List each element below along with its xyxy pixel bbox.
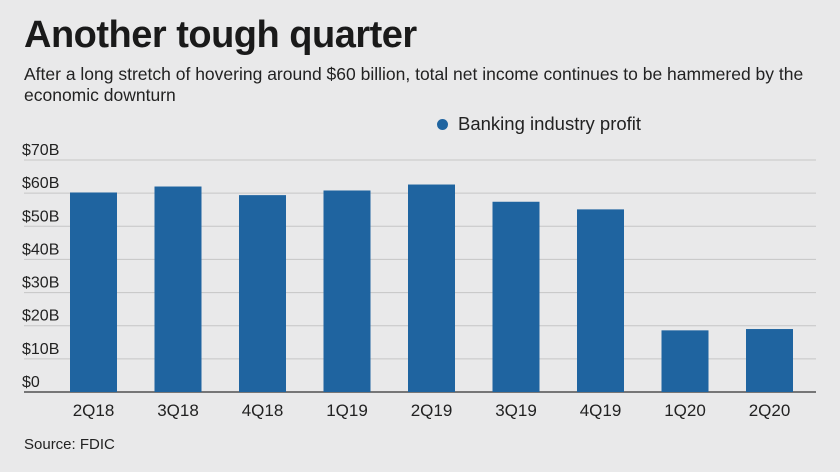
y-tick-label: $20B bbox=[22, 308, 59, 325]
bar-4q18 bbox=[239, 195, 286, 392]
bar-3q19 bbox=[492, 201, 540, 392]
bars bbox=[70, 184, 793, 392]
y-tick-label: $0 bbox=[22, 374, 40, 391]
x-tick-label: 2Q19 bbox=[411, 401, 453, 420]
legend-swatch bbox=[437, 118, 448, 130]
y-tick-label: $30B bbox=[22, 275, 59, 292]
x-tick-label: 1Q19 bbox=[326, 401, 368, 420]
source-note: Source: FDIC bbox=[24, 436, 115, 453]
y-tick-label: $70B bbox=[22, 142, 59, 159]
x-tick-label: 2Q18 bbox=[73, 401, 115, 420]
y-axis-tick-labels: $0 $10B $20B $30B $40B $50B $60B $70B bbox=[22, 142, 59, 391]
chart-title: Another tough quarter bbox=[24, 14, 417, 56]
bar-1q19 bbox=[323, 190, 371, 392]
chart-subtitle: After a long stretch of hovering around … bbox=[24, 64, 804, 105]
bar-3q18 bbox=[154, 186, 202, 392]
y-tick-label: $10B bbox=[22, 341, 59, 358]
x-axis-tick-labels: 2Q18 3Q18 4Q18 1Q19 2Q19 3Q19 4Q19 1Q20 2Q20 bbox=[73, 401, 791, 420]
bar-2q19 bbox=[408, 184, 455, 392]
bar-4q19 bbox=[577, 209, 624, 392]
y-tick-label: $60B bbox=[22, 175, 59, 192]
x-tick-label: 4Q19 bbox=[580, 401, 622, 420]
y-tick-label: $40B bbox=[22, 241, 59, 258]
x-tick-label: 2Q20 bbox=[749, 401, 791, 420]
bar-1q20 bbox=[661, 330, 709, 392]
y-tick-label: $50B bbox=[22, 208, 59, 225]
legend: Banking industry profit bbox=[437, 113, 641, 135]
x-tick-label: 3Q18 bbox=[157, 401, 199, 420]
bar-2q20 bbox=[746, 329, 793, 392]
x-tick-label: 4Q18 bbox=[242, 401, 284, 420]
legend-label: Banking industry profit bbox=[458, 113, 642, 134]
x-tick-label: 3Q19 bbox=[495, 401, 537, 420]
x-tick-label: 1Q20 bbox=[664, 401, 706, 420]
bar-2q18 bbox=[70, 192, 117, 392]
